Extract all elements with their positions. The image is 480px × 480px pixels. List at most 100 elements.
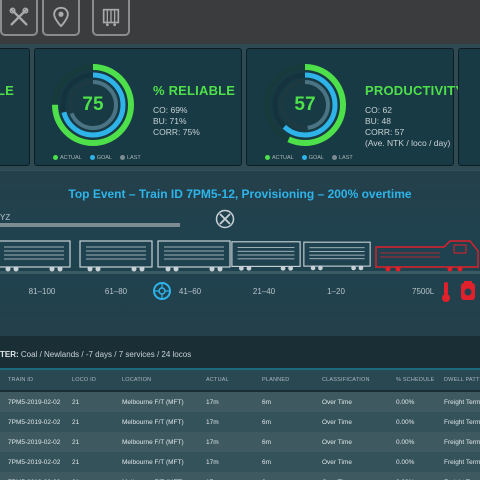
table-row[interactable]: 7PM5-2019-02-02 21 Melbourne F/T (MFT) 17m 6… bbox=[0, 432, 480, 452]
cell-loco-id: 21 bbox=[72, 472, 79, 480]
tools-icon bbox=[9, 7, 29, 26]
reliable-stats: CO: 69% BU: 71% CORR: 75% bbox=[153, 105, 200, 138]
cell-train-id: 7PM5-2019-02-02 bbox=[8, 438, 61, 446]
cell-schedule: 0.00% bbox=[396, 438, 415, 446]
reliable-stat-corr: CORR: 75% bbox=[153, 127, 200, 137]
top-event-panel: Top Event – Train ID 7PM5-12, Provisioni… bbox=[0, 170, 480, 336]
location-button[interactable] bbox=[42, 0, 80, 36]
productivity-legend: ACTUAL GOAL LAST bbox=[265, 155, 353, 161]
cell-actual: 17m bbox=[206, 398, 219, 406]
events-table: TRAIN ID LOCO ID LOCATION ACTUAL PLANNED… bbox=[0, 368, 480, 480]
productivity-title: PRODUCTIVITY bbox=[365, 83, 465, 98]
wagon-21-40[interactable] bbox=[230, 239, 302, 273]
cell-classification: Over Time bbox=[322, 398, 352, 406]
table-row[interactable]: 7PM5-2019-02-02 21 Melbourne F/T (MFT) 17m 6… bbox=[0, 472, 480, 480]
kpi-card-reliable[interactable]: 75 % RELIABLE CO: 69% BU: 71% CORR: 75% … bbox=[34, 48, 242, 166]
wagon-81-100[interactable] bbox=[0, 239, 72, 273]
cell-location: Melbourne F/T (MFT) bbox=[122, 438, 184, 446]
legend-goal: GOAL bbox=[89, 155, 112, 161]
track-label: YZ bbox=[0, 213, 11, 222]
cell-location: Melbourne F/T (MFT) bbox=[122, 418, 184, 426]
header-actual[interactable]: ACTUAL bbox=[206, 377, 229, 383]
locomotive-label: 7500L bbox=[412, 287, 435, 296]
legend-last: LAST bbox=[332, 155, 353, 161]
filter-summary[interactable]: TER: Coal / Newlands / -7 days / 7 servi… bbox=[0, 350, 191, 359]
wagon-61-80[interactable] bbox=[78, 239, 154, 273]
tools-button[interactable] bbox=[0, 0, 38, 36]
cell-location: Melbourne F/T (MFT) bbox=[122, 458, 184, 466]
segment-label: 61–80 bbox=[104, 287, 128, 296]
cell-schedule: 0.00% bbox=[396, 418, 415, 426]
cell-loco-id: 21 bbox=[72, 438, 80, 446]
level-crossing-icon[interactable] bbox=[215, 209, 235, 229]
location-pin-icon bbox=[53, 6, 69, 28]
cell-classification: Over Time bbox=[322, 418, 352, 426]
cell-actual: 17m bbox=[206, 438, 219, 446]
kpi-title: LE bbox=[0, 83, 15, 98]
cell-train-id: 7PM5-2019-02-02 bbox=[8, 418, 61, 426]
reliable-ring-gauge bbox=[52, 64, 134, 146]
cell-planned: 6m bbox=[262, 398, 272, 406]
cell-planned: 6m bbox=[262, 438, 272, 446]
productivity-stat-corr: CORR: 57 bbox=[365, 127, 405, 137]
cell-dwell-pattern: Freight Terminal bbox=[444, 398, 480, 406]
header-loco-id[interactable]: LOCO ID bbox=[72, 377, 97, 383]
table-row[interactable]: 7PM5-2019-02-02 21 Melbourne F/T (MFT) 17m 6… bbox=[0, 452, 480, 472]
segment-label: 1–20 bbox=[327, 287, 345, 296]
table-row[interactable]: 7PM5-2019-02-02 21 Melbourne F/T (MFT) 17m 6… bbox=[0, 392, 480, 412]
header-schedule[interactable]: % SCHEDULE bbox=[396, 377, 435, 383]
cell-dwell-pattern: Freight Terminal bbox=[444, 472, 480, 480]
cell-planned: 6m bbox=[262, 418, 272, 426]
cell-classification: Over Time bbox=[322, 472, 352, 480]
wagon-1-20[interactable] bbox=[302, 239, 372, 273]
wagon-41-60[interactable] bbox=[156, 239, 232, 273]
kpi-card-partial-right[interactable] bbox=[458, 48, 480, 166]
filter-text: Coal / Newlands / -7 days / 7 services /… bbox=[18, 350, 192, 359]
wagon-button[interactable] bbox=[92, 0, 130, 36]
header-dwell-pattern[interactable]: DWELL PATTERN bbox=[444, 377, 480, 383]
segment-label: 21–40 bbox=[252, 287, 276, 296]
detail-section: TER: Coal / Newlands / -7 days / 7 servi… bbox=[0, 336, 480, 480]
cell-dwell-pattern: Freight Terminal bbox=[444, 458, 480, 466]
reliable-value: 75 bbox=[82, 94, 104, 115]
reliable-title: % RELIABLE bbox=[153, 83, 236, 98]
cell-actual: 17m bbox=[206, 472, 219, 480]
cell-loco-id: 21 bbox=[72, 458, 80, 466]
legend-actual: ACTUAL bbox=[265, 155, 294, 161]
cell-actual: 17m bbox=[206, 458, 219, 466]
top-event-title: Top Event – Train ID 7PM5-12, Provisioni… bbox=[68, 187, 412, 201]
header-train-id[interactable]: TRAIN ID bbox=[8, 377, 34, 383]
productivity-stat-unit: (Ave. NTK / loco / day) bbox=[365, 138, 451, 148]
reliable-legend: ACTUAL GOAL LAST bbox=[53, 155, 141, 161]
cell-dwell-pattern: Freight Terminal bbox=[444, 438, 480, 446]
thermometer-icon[interactable] bbox=[440, 281, 452, 303]
header-planned[interactable]: PLANNED bbox=[262, 377, 290, 383]
cell-location: Melbourne F/T (MFT) bbox=[122, 472, 184, 480]
fuel-icon[interactable] bbox=[460, 281, 476, 301]
locomotive[interactable] bbox=[374, 239, 480, 273]
cell-schedule: 0.00% bbox=[396, 458, 415, 466]
cell-train-id: 7PM5-2019-02-02 bbox=[8, 458, 61, 466]
productivity-stat-co: CO: 62 bbox=[365, 105, 392, 115]
legend-goal: GOAL bbox=[301, 155, 324, 161]
segment-label: 81–100 bbox=[28, 287, 56, 296]
wheel-icon[interactable] bbox=[152, 281, 172, 301]
reliable-stat-co: CO: 69% bbox=[153, 105, 188, 115]
cell-actual: 17m bbox=[206, 418, 219, 426]
cell-train-id: 7PM5-2019-02-02 bbox=[8, 472, 60, 480]
kpi-card-productivity[interactable]: 57 PRODUCTIVITY CO: 62 BU: 48 CORR: 57 (… bbox=[246, 48, 464, 166]
cell-classification: Over Time bbox=[322, 438, 352, 446]
productivity-ring-gauge bbox=[264, 64, 346, 146]
legend-actual: ACTUAL bbox=[53, 155, 82, 161]
top-toolbar bbox=[0, 0, 480, 44]
cell-planned: 6m bbox=[262, 472, 271, 480]
header-location[interactable]: LOCATION bbox=[122, 377, 152, 383]
rail-line bbox=[0, 271, 480, 274]
table-row[interactable]: 7PM5-2019-02-02 21 Melbourne F/T (MFT) 17m 6… bbox=[0, 412, 480, 432]
kpi-card-partial[interactable]: LE bbox=[0, 48, 30, 166]
track-progress-bar bbox=[0, 223, 180, 227]
header-classification[interactable]: CLASSIFICATION bbox=[322, 377, 370, 383]
cell-dwell-pattern: Freight Terminal bbox=[444, 418, 480, 426]
productivity-stats: CO: 62 BU: 48 CORR: 57 (Ave. NTK / loco … bbox=[365, 105, 450, 149]
